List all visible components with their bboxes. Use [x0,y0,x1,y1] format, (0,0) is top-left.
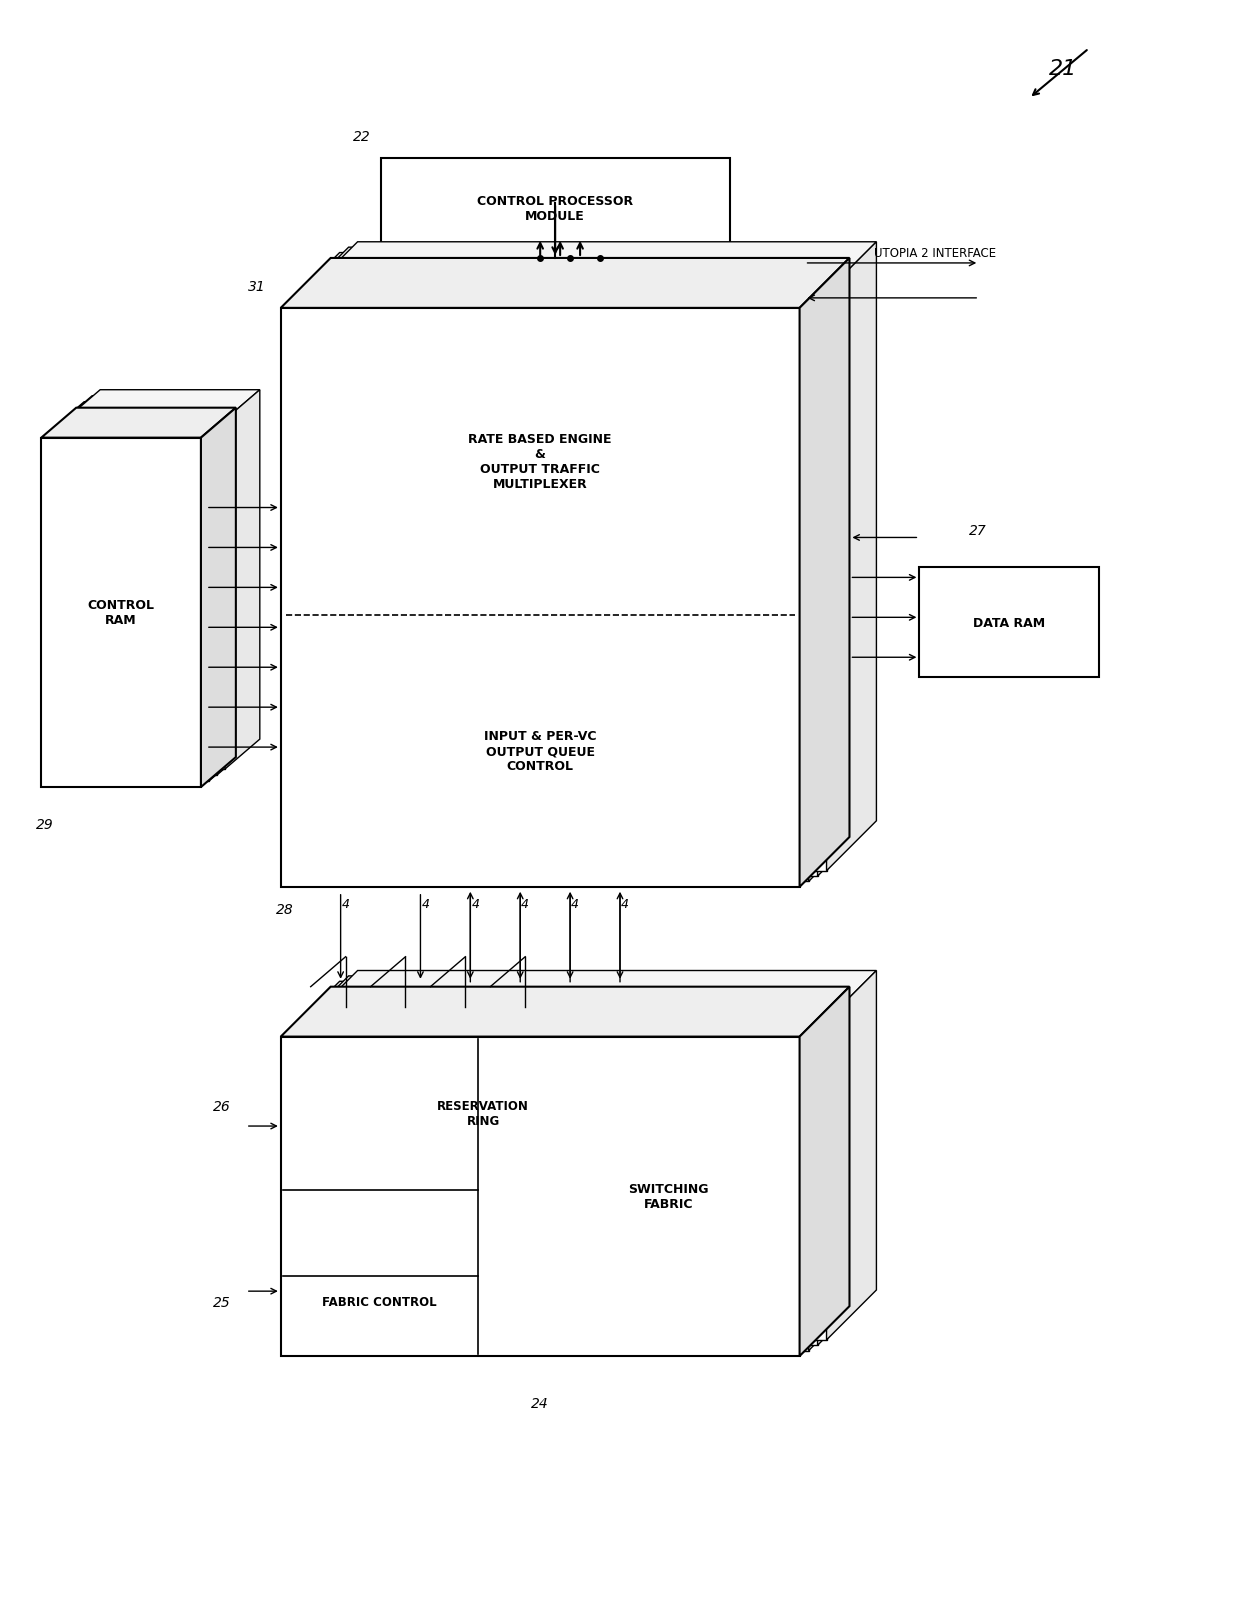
Polygon shape [817,247,868,876]
Text: 31: 31 [248,280,265,294]
Polygon shape [290,254,858,304]
Polygon shape [66,421,224,770]
Text: 29: 29 [36,818,55,831]
Polygon shape [290,982,858,1032]
Polygon shape [800,987,849,1356]
Polygon shape [50,402,244,432]
Text: UTOPIA 2 INTERFACE: UTOPIA 2 INTERFACE [874,247,997,260]
Text: 26: 26 [213,1099,231,1114]
Polygon shape [299,247,868,297]
Polygon shape [299,977,868,1027]
Text: 27: 27 [970,524,987,538]
Polygon shape [41,439,201,787]
Polygon shape [808,254,858,882]
Polygon shape [208,402,244,781]
Polygon shape [50,432,208,781]
Polygon shape [280,309,800,887]
Polygon shape [57,397,252,426]
Text: INPUT & PER-VC
OUTPUT QUEUE
CONTROL: INPUT & PER-VC OUTPUT QUEUE CONTROL [484,730,596,773]
Text: FABRIC CONTROL: FABRIC CONTROL [322,1295,436,1308]
Polygon shape [299,297,817,876]
Polygon shape [817,977,868,1345]
Polygon shape [57,426,217,776]
Polygon shape [201,408,236,787]
Polygon shape [217,397,252,776]
FancyBboxPatch shape [919,567,1099,678]
Text: 24: 24 [531,1396,549,1409]
Text: 25: 25 [213,1295,231,1310]
Text: 4: 4 [422,897,429,910]
Polygon shape [290,304,808,882]
Polygon shape [808,982,858,1351]
Polygon shape [308,292,827,871]
Text: 4: 4 [621,897,629,910]
Text: 21: 21 [1049,59,1078,79]
Text: 4: 4 [572,897,579,910]
Text: 22: 22 [353,130,371,145]
Text: SWITCHING
FABRIC: SWITCHING FABRIC [629,1183,709,1210]
Polygon shape [41,408,236,439]
Polygon shape [308,1020,827,1340]
Polygon shape [66,391,260,421]
Polygon shape [299,1027,817,1345]
Text: CONTROL PROCESSOR
MODULE: CONTROL PROCESSOR MODULE [477,194,634,223]
Text: RATE BASED ENGINE
&
OUTPUT TRAFFIC
MULTIPLEXER: RATE BASED ENGINE & OUTPUT TRAFFIC MULTI… [469,432,611,492]
Polygon shape [308,971,877,1020]
Text: RESERVATION
RING: RESERVATION RING [438,1099,529,1128]
FancyBboxPatch shape [381,159,730,259]
Text: DATA RAM: DATA RAM [973,617,1045,630]
Polygon shape [280,987,849,1037]
Text: 4: 4 [521,897,529,910]
Polygon shape [280,1037,800,1356]
Polygon shape [290,1032,808,1351]
Text: CONTROL
RAM: CONTROL RAM [88,599,155,627]
Polygon shape [224,391,260,770]
Text: 4: 4 [471,897,480,910]
Polygon shape [827,243,877,871]
Polygon shape [827,971,877,1340]
Polygon shape [308,243,877,292]
Text: 28: 28 [275,902,294,916]
Text: 4: 4 [341,897,350,910]
Polygon shape [280,259,849,309]
Polygon shape [800,259,849,887]
